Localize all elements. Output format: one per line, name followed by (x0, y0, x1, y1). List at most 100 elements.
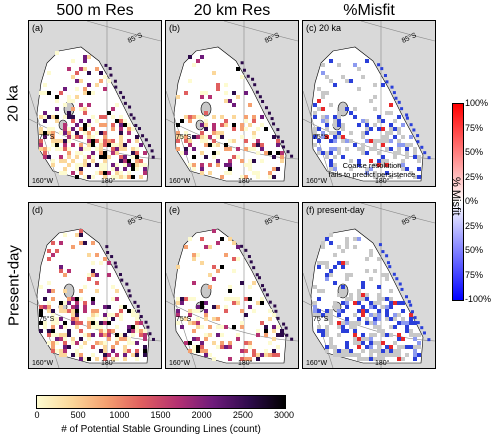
grid-cell (409, 321, 413, 325)
coast-cell (416, 140, 420, 144)
grid-cell (196, 349, 200, 353)
grid-cell (393, 127, 397, 131)
coast-cell (386, 261, 390, 265)
grid-cell (321, 261, 325, 265)
grid-cell (184, 147, 188, 151)
grid-cell (321, 313, 325, 317)
grid-cell (317, 151, 321, 155)
grid-cell (99, 171, 103, 175)
grid-cell (188, 313, 192, 317)
grid-cell (361, 297, 365, 301)
grid-cell (87, 163, 91, 167)
grid-cell (325, 151, 329, 155)
grid-cell (83, 147, 87, 151)
grid-cell (353, 329, 357, 333)
grid-cell (220, 325, 224, 329)
grid-cell (192, 329, 196, 333)
grid-cell (341, 155, 345, 159)
grid-cell (232, 301, 236, 305)
grid-cell (135, 341, 139, 345)
grid-cell (55, 119, 59, 123)
grid-cell (208, 245, 212, 249)
grid-cell (264, 353, 268, 357)
grid-cell (103, 353, 107, 357)
grid-cell (373, 163, 377, 167)
grid-cell (67, 345, 71, 349)
coast-cell (385, 80, 389, 84)
column-title-500m: 500 m Res (56, 2, 134, 19)
grid-cell (401, 163, 405, 167)
grid-cell (139, 159, 143, 163)
grid-cell (256, 175, 260, 179)
grid-cell (115, 175, 119, 179)
grid-cell (244, 313, 248, 317)
grid-cell (329, 147, 333, 151)
grid-cell (337, 135, 341, 139)
grid-cell (337, 115, 341, 119)
grid-cell (95, 253, 99, 257)
grid-cell (135, 147, 139, 151)
grid-cell (224, 345, 228, 349)
grid-cell (216, 143, 220, 147)
grid-cell (176, 265, 180, 269)
coast-cell (420, 326, 424, 330)
grid-cell (272, 155, 276, 159)
grid-cell (47, 329, 51, 333)
coast-cell (242, 68, 246, 72)
coast-cell (276, 128, 280, 132)
coast-cell (144, 320, 148, 324)
grid-cell (365, 171, 369, 175)
grid-cell (107, 273, 111, 277)
grid-cell (317, 289, 321, 293)
grid-cell (95, 119, 99, 123)
grid-cell (236, 337, 240, 341)
coast-cell (258, 95, 262, 99)
grid-cell (373, 123, 377, 127)
grid-cell (341, 325, 345, 329)
grid-cell (200, 325, 204, 329)
grid-cell (103, 349, 107, 353)
grid-cell (176, 147, 180, 151)
grid-cell (373, 357, 377, 361)
grid-cell (341, 261, 345, 265)
label-160w: 160°W (306, 177, 327, 185)
grid-cell (361, 143, 365, 147)
grid-cell (95, 83, 99, 87)
coast-cell (390, 85, 394, 89)
grid-cell (313, 131, 317, 135)
grid-cell (119, 317, 123, 321)
grid-cell (317, 147, 321, 151)
grid-cell (139, 163, 143, 167)
grid-cell (47, 257, 51, 261)
grid-cell (373, 317, 377, 321)
grid-cell (268, 175, 272, 179)
coast-cell (427, 156, 431, 160)
grid-cell (276, 143, 280, 147)
grid-cell (63, 127, 67, 131)
grid-cell (349, 131, 353, 135)
grid-cell (236, 297, 240, 301)
grid-cell (240, 127, 244, 131)
grid-cell (79, 103, 83, 107)
grid-cell (204, 317, 208, 321)
grid-cell (43, 147, 47, 151)
grid-cell (260, 123, 264, 127)
panel-label-a: (a) (32, 23, 43, 33)
grid-cell (39, 115, 43, 119)
grid-cell (143, 163, 147, 167)
grid-cell (236, 155, 240, 159)
grid-cell (405, 329, 409, 333)
grid-cell (196, 345, 200, 349)
grid-cell (232, 257, 236, 261)
grid-cell (357, 67, 361, 71)
grid-cell (47, 341, 51, 345)
grid-cell (184, 297, 188, 301)
grid-cell (180, 119, 184, 123)
grid-cell (135, 329, 139, 333)
grid-cell (39, 305, 43, 309)
grid-cell (325, 155, 329, 159)
grid-cell (43, 297, 47, 301)
grid-cell (55, 341, 59, 345)
grid-cell (325, 345, 329, 349)
grid-cell (345, 305, 349, 309)
